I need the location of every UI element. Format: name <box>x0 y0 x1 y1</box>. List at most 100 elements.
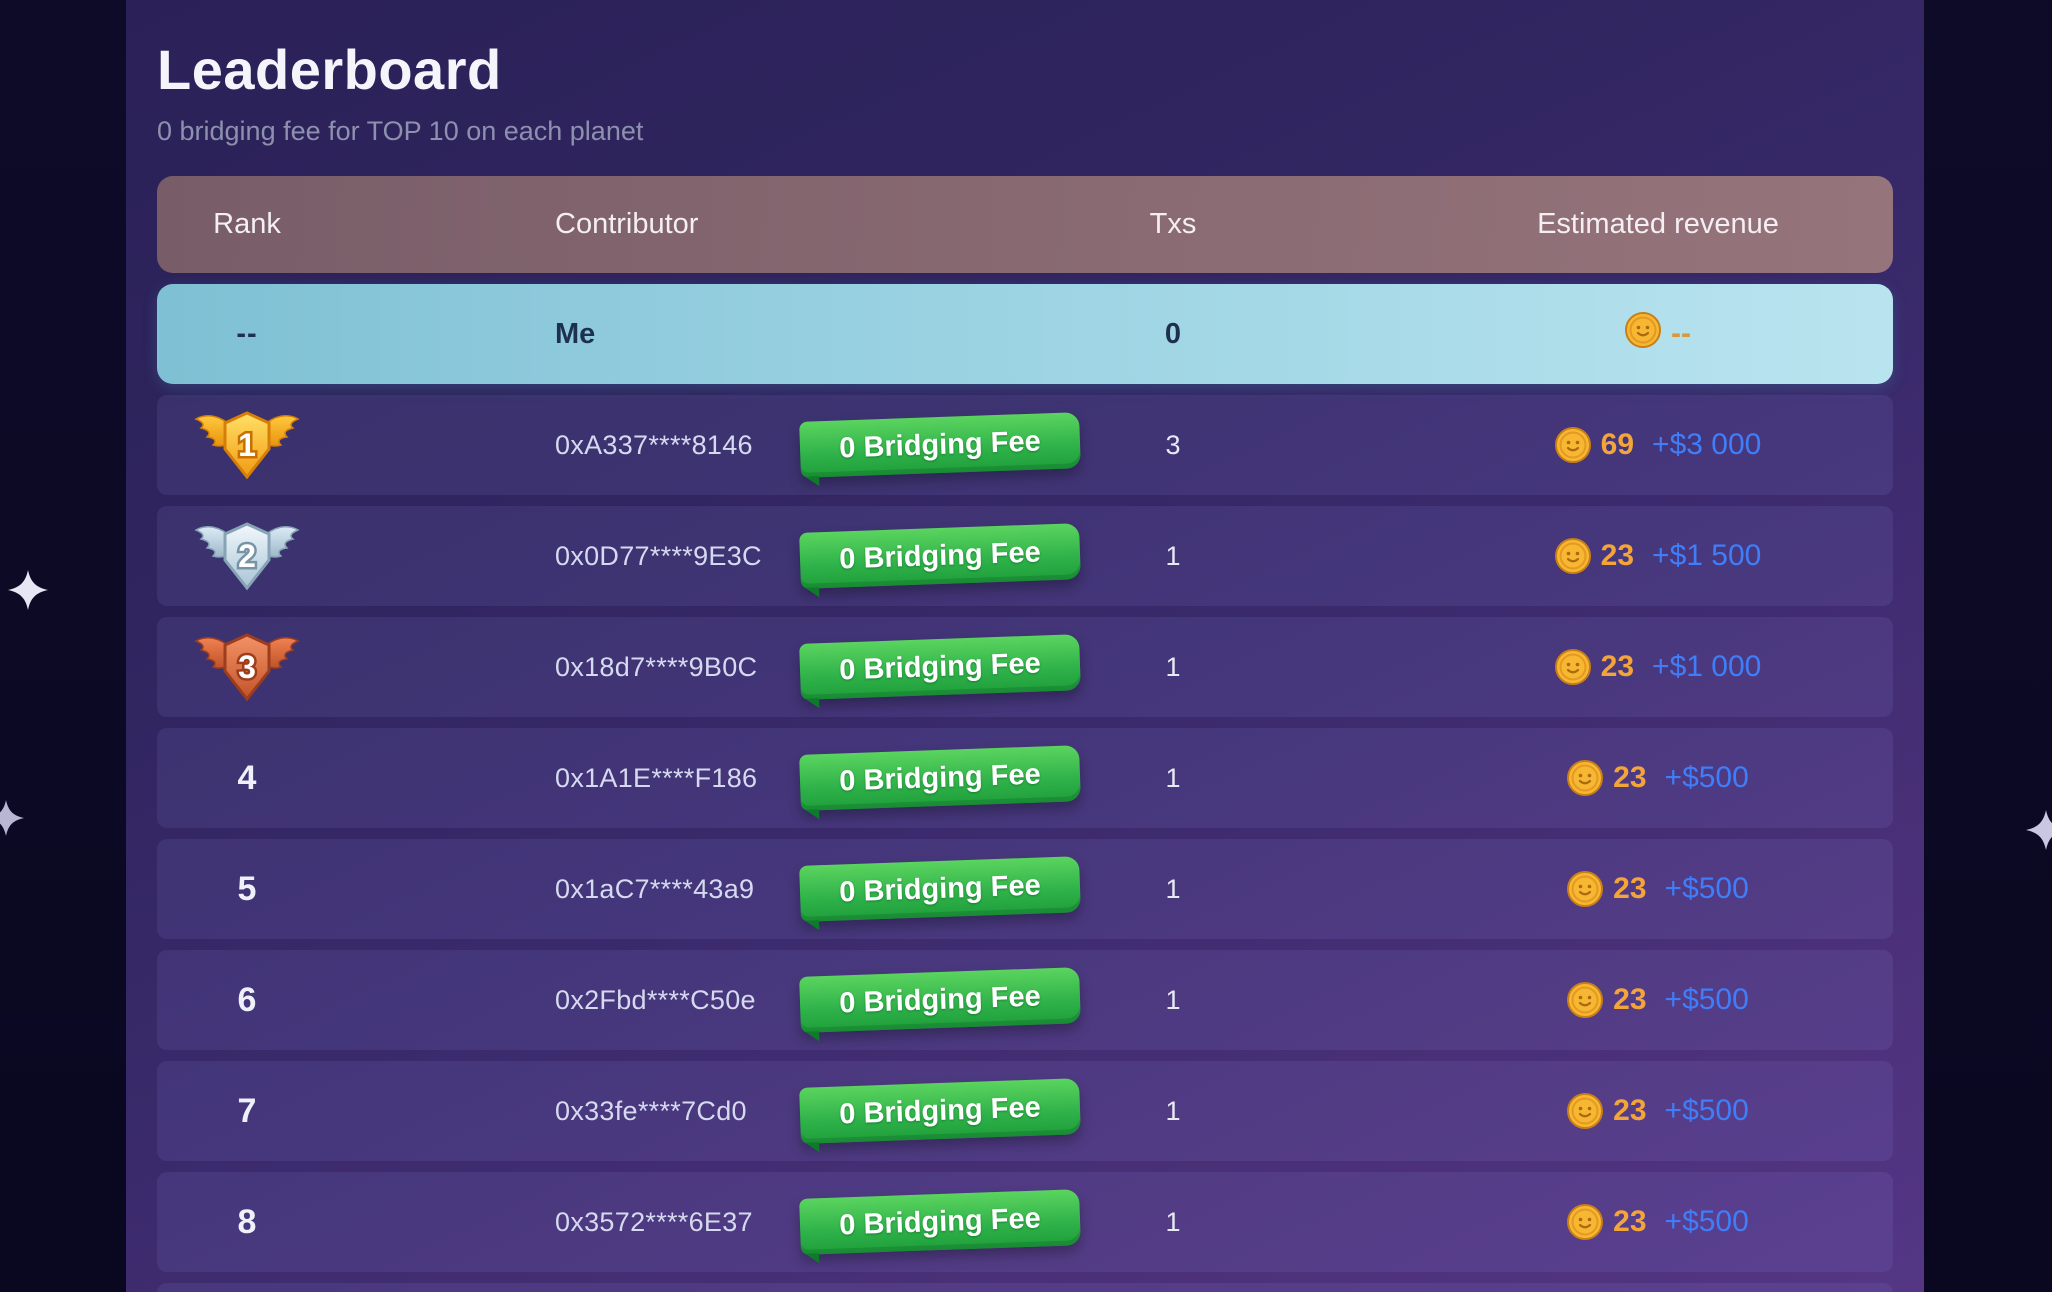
table-row: 6 0x2Fbd****C50e 0 Bridging Fee 1 23 +$5… <box>157 950 1893 1050</box>
rank-badge-bronze-icon: 3 <box>194 633 300 702</box>
rank-cell: 1 <box>157 395 337 495</box>
fee-badge-label: 0 Bridging Fee <box>838 979 1042 1020</box>
zero-bridging-fee-badge: 0 Bridging Fee <box>799 412 1081 478</box>
me-name: Me <box>555 317 596 350</box>
revenue-cell: 69 +$3 000 <box>1313 395 1893 495</box>
contributor-address: 0x2Fbd****C50e <box>555 984 756 1015</box>
contributor-cell: 0x2Fbd****C50e 0 Bridging Fee <box>337 950 1081 1050</box>
me-coin-count: -- <box>1671 317 1691 350</box>
zero-bridging-fee-badge: 0 Bridging Fee <box>799 1078 1081 1144</box>
fee-badge-label: 0 Bridging Fee <box>838 535 1042 576</box>
rank-cell: 4 <box>157 728 337 828</box>
estimated-revenue: +$500 <box>1664 761 1749 794</box>
contributor-cell: 0xA337****8146 0 Bridging Fee <box>337 395 1081 495</box>
coin-count: 69 <box>1600 428 1635 461</box>
rank-cell: 8 <box>157 1172 337 1272</box>
sparkle-icon <box>8 570 48 610</box>
coin-count: 23 <box>1600 650 1635 683</box>
contributor-address: 0x0D77****9E3C <box>555 540 762 571</box>
svg-text:2: 2 <box>238 538 256 574</box>
svg-text:3: 3 <box>238 649 256 685</box>
rank-number: 4 <box>237 758 257 797</box>
coin-count: 23 <box>1613 872 1647 905</box>
rank-cell: 6 <box>157 950 337 1050</box>
revenue-cell: 23 +$500 <box>1313 950 1893 1050</box>
coin-count: 23 <box>1613 761 1647 794</box>
me-txs: 0 <box>1164 317 1182 350</box>
table-row: 8 0x3572****6E37 0 Bridging Fee 1 23 +$5… <box>157 1172 1893 1272</box>
table-row: 2 0x0D77****9E3C 0 Bridging Fee 1 23 +$1… <box>157 506 1893 606</box>
table-row: 1 0xA337****8146 0 Bridging Fee 3 69 +$3… <box>157 395 1893 495</box>
contributor-cell: 0x1A1E****F186 0 Bridging Fee <box>337 728 1081 828</box>
coin-icon <box>1554 649 1591 685</box>
revenue-cell: 23 +$500 <box>1313 728 1893 828</box>
estimated-revenue: +$3 000 <box>1652 428 1762 461</box>
coin-icon <box>1567 982 1604 1018</box>
leaderboard-panel: Leaderboard 0 bridging fee for TOP 10 on… <box>126 0 1924 1292</box>
contributor-address: 0x3572****6E37 <box>555 1206 753 1237</box>
sparkle-icon <box>0 800 24 836</box>
rank-badge-gold-icon: 1 <box>194 411 300 480</box>
estimated-revenue: +$1 500 <box>1652 539 1762 572</box>
coin-count: 23 <box>1613 1094 1647 1127</box>
sparkle-icon <box>2026 810 2052 850</box>
revenue-cell: 23 +$500 <box>1313 839 1893 939</box>
txs-value: 1 <box>1165 984 1181 1015</box>
contributor-address: 0x1A1E****F186 <box>555 762 758 793</box>
rank-cell: 5 <box>157 839 337 939</box>
table-row: 4 0x1A1E****F186 0 Bridging Fee 1 23 +$5… <box>157 728 1893 828</box>
txs-cell: 3 <box>1033 395 1313 495</box>
leaderboard-rows: 1 0xA337****8146 0 Bridging Fee 3 69 +$3… <box>157 395 1893 1272</box>
header-rank: Rank <box>213 208 281 240</box>
contributor-cell: 0x0D77****9E3C 0 Bridging Fee <box>337 506 1081 606</box>
txs-value: 1 <box>1165 1206 1181 1237</box>
me-rank: -- <box>236 317 258 350</box>
estimated-revenue: +$1 000 <box>1652 650 1762 683</box>
rank-number: 6 <box>237 980 257 1019</box>
txs-value: 3 <box>1165 429 1181 460</box>
coin-icon <box>1567 1093 1604 1129</box>
txs-value: 1 <box>1165 762 1181 793</box>
contributor-address: 0x18d7****9B0C <box>555 651 758 682</box>
coin-icon <box>1554 538 1591 574</box>
zero-bridging-fee-badge: 0 Bridging Fee <box>799 634 1081 700</box>
zero-bridging-fee-badge: 0 Bridging Fee <box>799 745 1081 811</box>
estimated-revenue: +$500 <box>1664 983 1749 1016</box>
table-row: 5 0x1aC7****43a9 0 Bridging Fee 1 23 +$5… <box>157 839 1893 939</box>
revenue-cell: 23 +$1 500 <box>1313 506 1893 606</box>
table-row: 3 0x18d7****9B0C 0 Bridging Fee 1 23 +$1… <box>157 617 1893 717</box>
rank-cell: 7 <box>157 1061 337 1161</box>
estimated-revenue: +$500 <box>1664 872 1749 905</box>
rank-cell: 2 <box>157 506 337 606</box>
txs-cell: 1 <box>1033 728 1313 828</box>
contributor-cell: 0x18d7****9B0C 0 Bridging Fee <box>337 617 1081 717</box>
coin-icon-slot <box>1625 312 1661 356</box>
coin-icon <box>1625 312 1661 348</box>
revenue-cell: 23 +$500 <box>1313 1061 1893 1161</box>
estimated-revenue: +$500 <box>1664 1205 1749 1238</box>
page-title: Leaderboard <box>157 38 502 101</box>
txs-cell: 1 <box>1033 839 1313 939</box>
txs-value: 1 <box>1165 540 1181 571</box>
contributor-cell: 0x33fe****7Cd0 0 Bridging Fee <box>337 1061 1081 1161</box>
zero-bridging-fee-badge: 0 Bridging Fee <box>799 1189 1081 1255</box>
contributor-address: 0xA337****8146 <box>555 429 753 460</box>
coin-icon <box>1567 760 1604 796</box>
txs-cell: 1 <box>1033 506 1313 606</box>
fee-badge-label: 0 Bridging Fee <box>838 1090 1042 1131</box>
header-estimated-revenue: Estimated revenue <box>1537 208 1779 240</box>
table-row-partial <box>157 1283 1893 1292</box>
coin-count: 23 <box>1613 1205 1647 1238</box>
zero-bridging-fee-badge: 0 Bridging Fee <box>799 967 1081 1033</box>
txs-value: 1 <box>1165 1095 1181 1126</box>
zero-bridging-fee-badge: 0 Bridging Fee <box>799 523 1081 589</box>
fee-badge-label: 0 Bridging Fee <box>838 1201 1042 1242</box>
estimated-revenue: +$500 <box>1664 1094 1749 1127</box>
coin-count: 23 <box>1613 983 1647 1016</box>
svg-text:1: 1 <box>238 427 256 463</box>
me-row: -- Me 0 -- <box>157 284 1893 384</box>
contributor-cell: 0x1aC7****43a9 0 Bridging Fee <box>337 839 1081 939</box>
header-txs: Txs <box>1149 208 1197 240</box>
txs-value: 1 <box>1165 873 1181 904</box>
